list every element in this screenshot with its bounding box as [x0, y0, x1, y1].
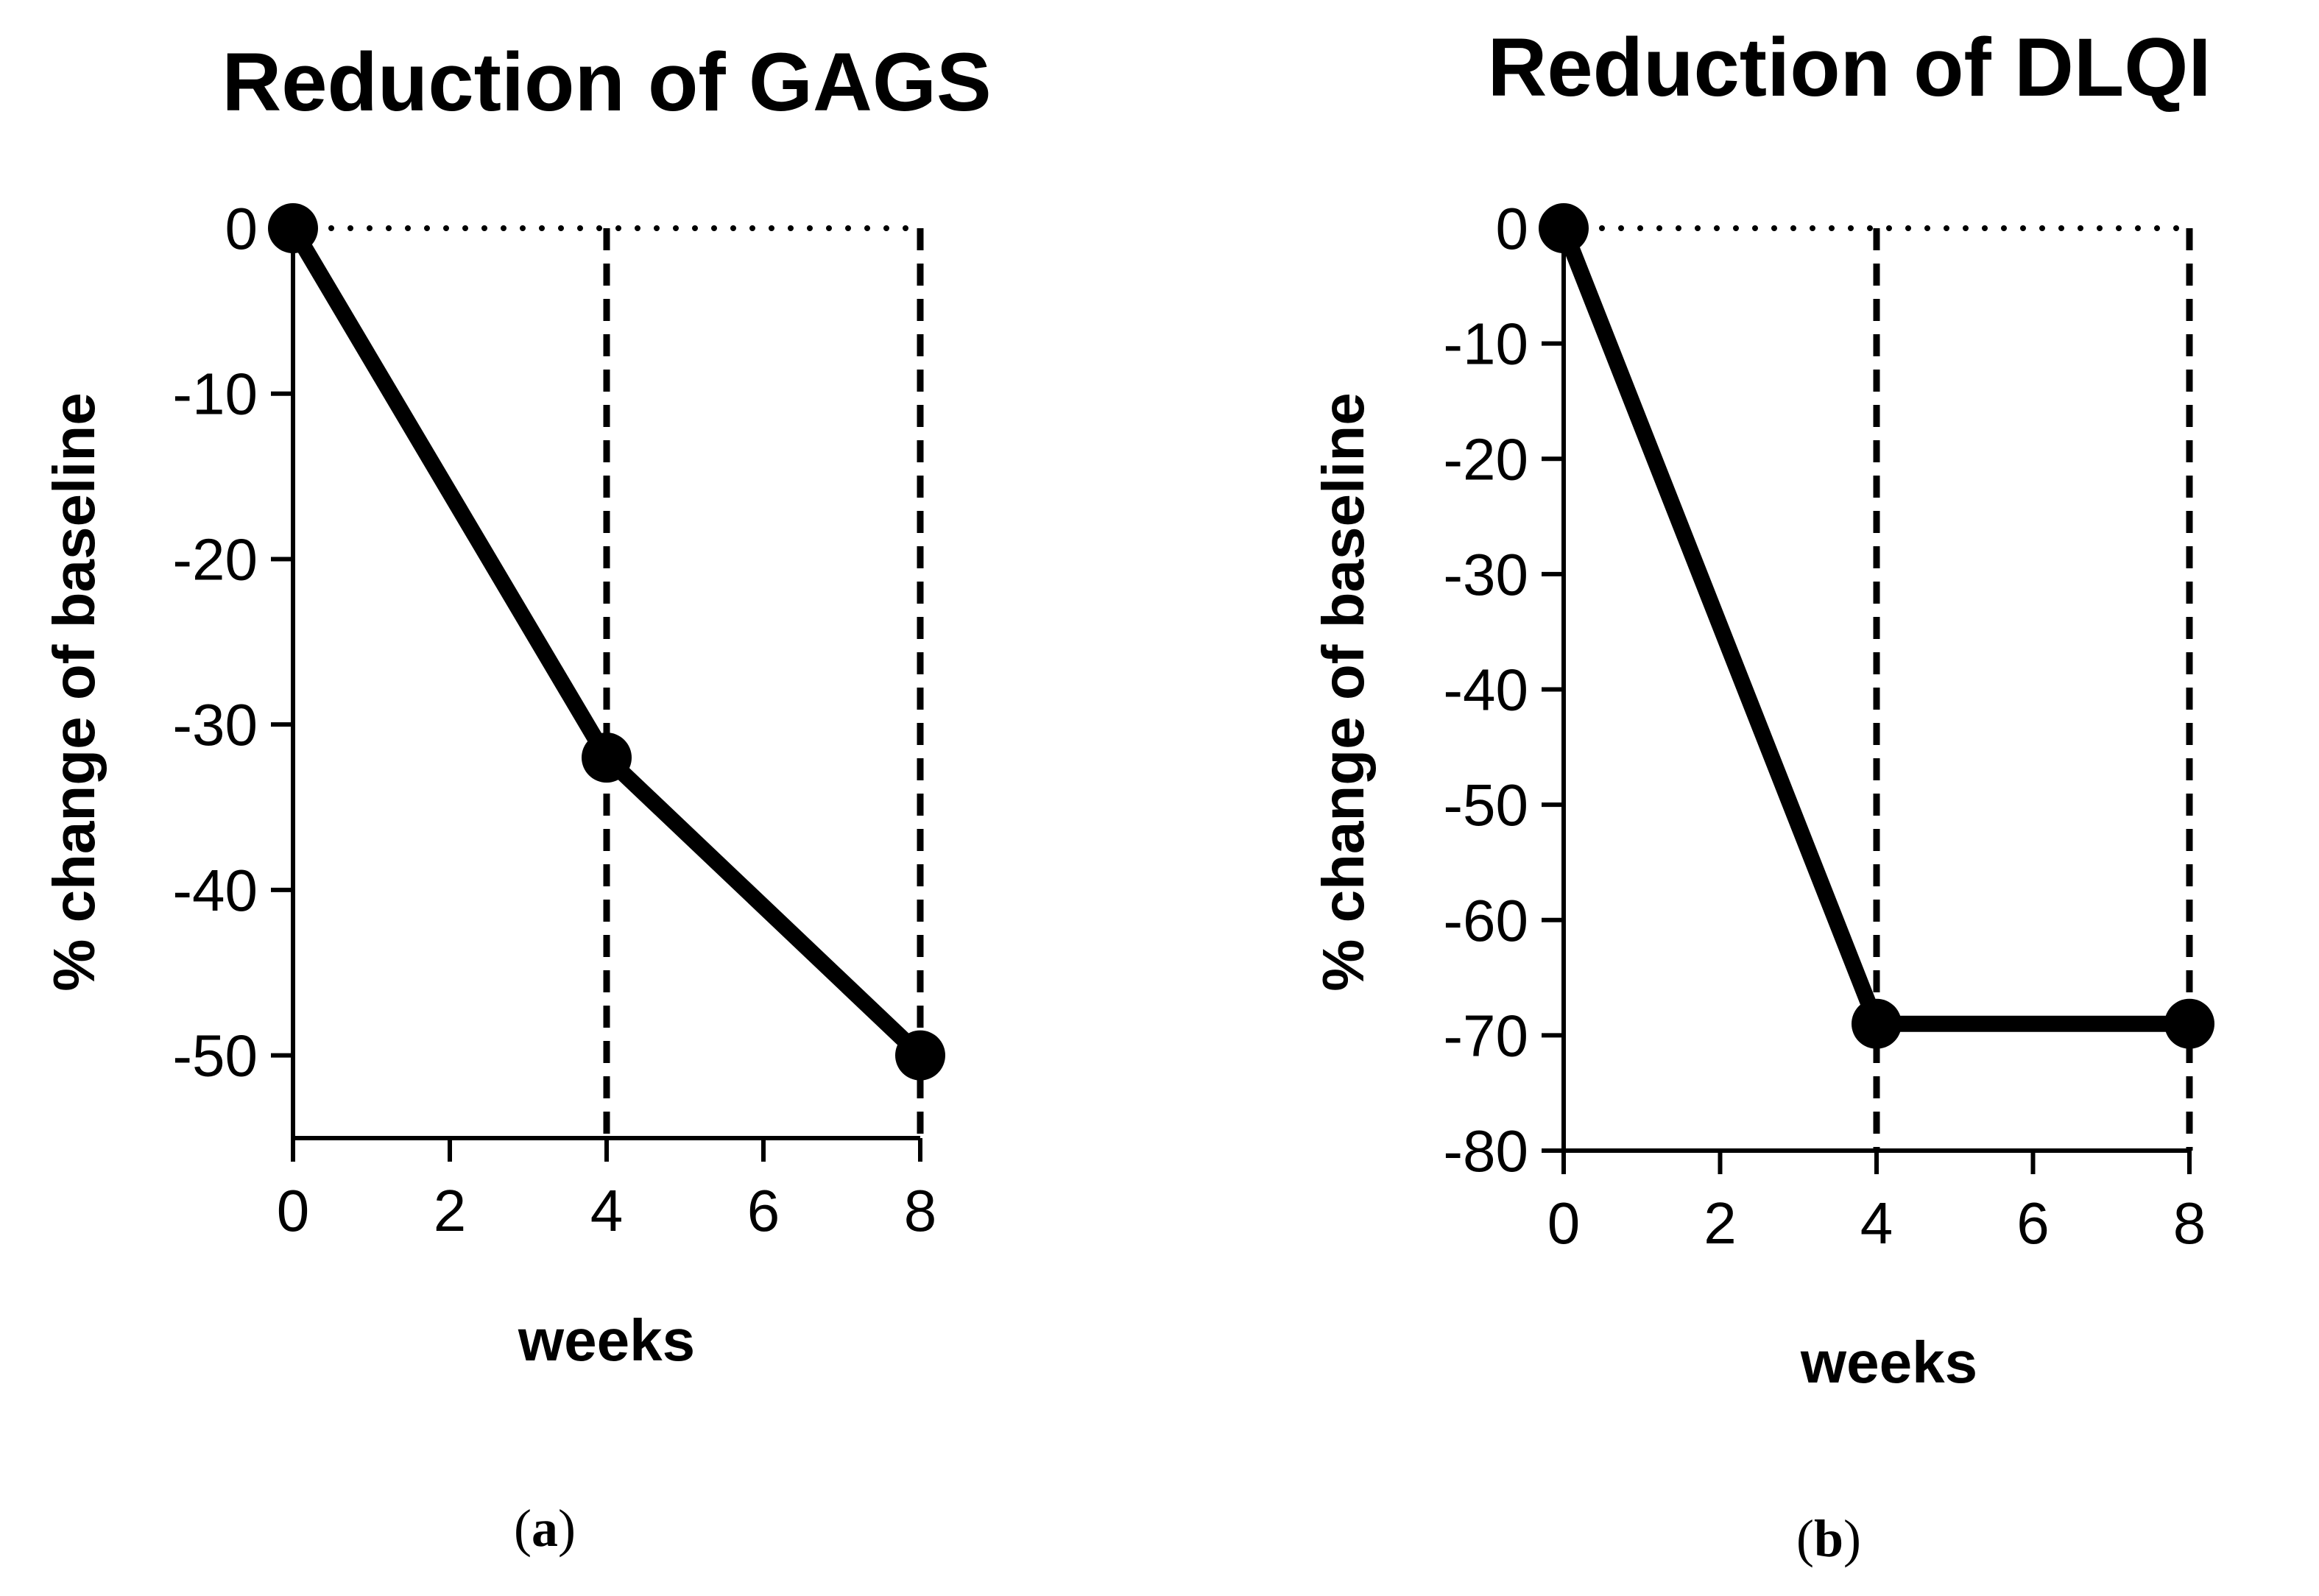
x-axis-label: weeks — [518, 1307, 695, 1373]
y-tick-label: -30 — [172, 692, 258, 758]
x-axis-label: weeks — [1800, 1330, 1977, 1395]
x-tick-label: 0 — [277, 1178, 310, 1243]
x-tick-label: 2 — [434, 1178, 467, 1243]
y-tick-label: -10 — [172, 361, 258, 427]
y-tick-label: -60 — [1443, 888, 1528, 953]
y-axis-label: % change of baseline — [1310, 392, 1376, 992]
chart-title: Reduction of DLQI — [1487, 21, 2211, 113]
chart-title: Reduction of GAGS — [222, 36, 991, 128]
y-tick-label: 0 — [225, 196, 258, 261]
data-point — [582, 732, 632, 783]
x-tick-label: 4 — [1860, 1190, 1893, 1256]
chart-dlqi: Reduction of DLQI weeks % change of base… — [1310, 21, 2214, 1395]
x-tick-label: 6 — [2016, 1190, 2050, 1256]
y-tick-label: -20 — [172, 526, 258, 592]
y-tick-label: -20 — [1443, 426, 1528, 492]
y-tick-label: -50 — [172, 1023, 258, 1089]
x-tick-label: 8 — [2173, 1190, 2206, 1256]
y-tick-label: -10 — [1443, 311, 1528, 377]
data-point — [895, 1030, 945, 1081]
y-tick-label: 0 — [1496, 196, 1529, 261]
panel-label-b: (b) — [1796, 1509, 1861, 1568]
y-axis-label: % change of baseline — [41, 392, 107, 992]
chart-gags: Reduction of GAGS weeks % change of base… — [41, 36, 992, 1373]
panel-label-a: (a) — [514, 1499, 576, 1558]
y-tick-label: -40 — [1443, 657, 1528, 723]
x-tick-label: 0 — [1547, 1190, 1581, 1256]
x-tick-label: 2 — [1704, 1190, 1737, 1256]
data-point — [1852, 998, 1902, 1049]
data-point — [2164, 998, 2214, 1049]
y-tick-label: -30 — [1443, 542, 1528, 607]
x-tick-label: 4 — [590, 1178, 624, 1243]
data-point — [1539, 203, 1589, 253]
x-tick-label: 8 — [904, 1178, 937, 1243]
x-tick-label: 6 — [747, 1178, 780, 1243]
y-tick-label: -80 — [1443, 1118, 1528, 1184]
y-tick-label: -40 — [172, 858, 258, 923]
y-tick-label: -50 — [1443, 772, 1528, 838]
y-tick-label: -70 — [1443, 1003, 1528, 1068]
data-point — [268, 203, 318, 253]
